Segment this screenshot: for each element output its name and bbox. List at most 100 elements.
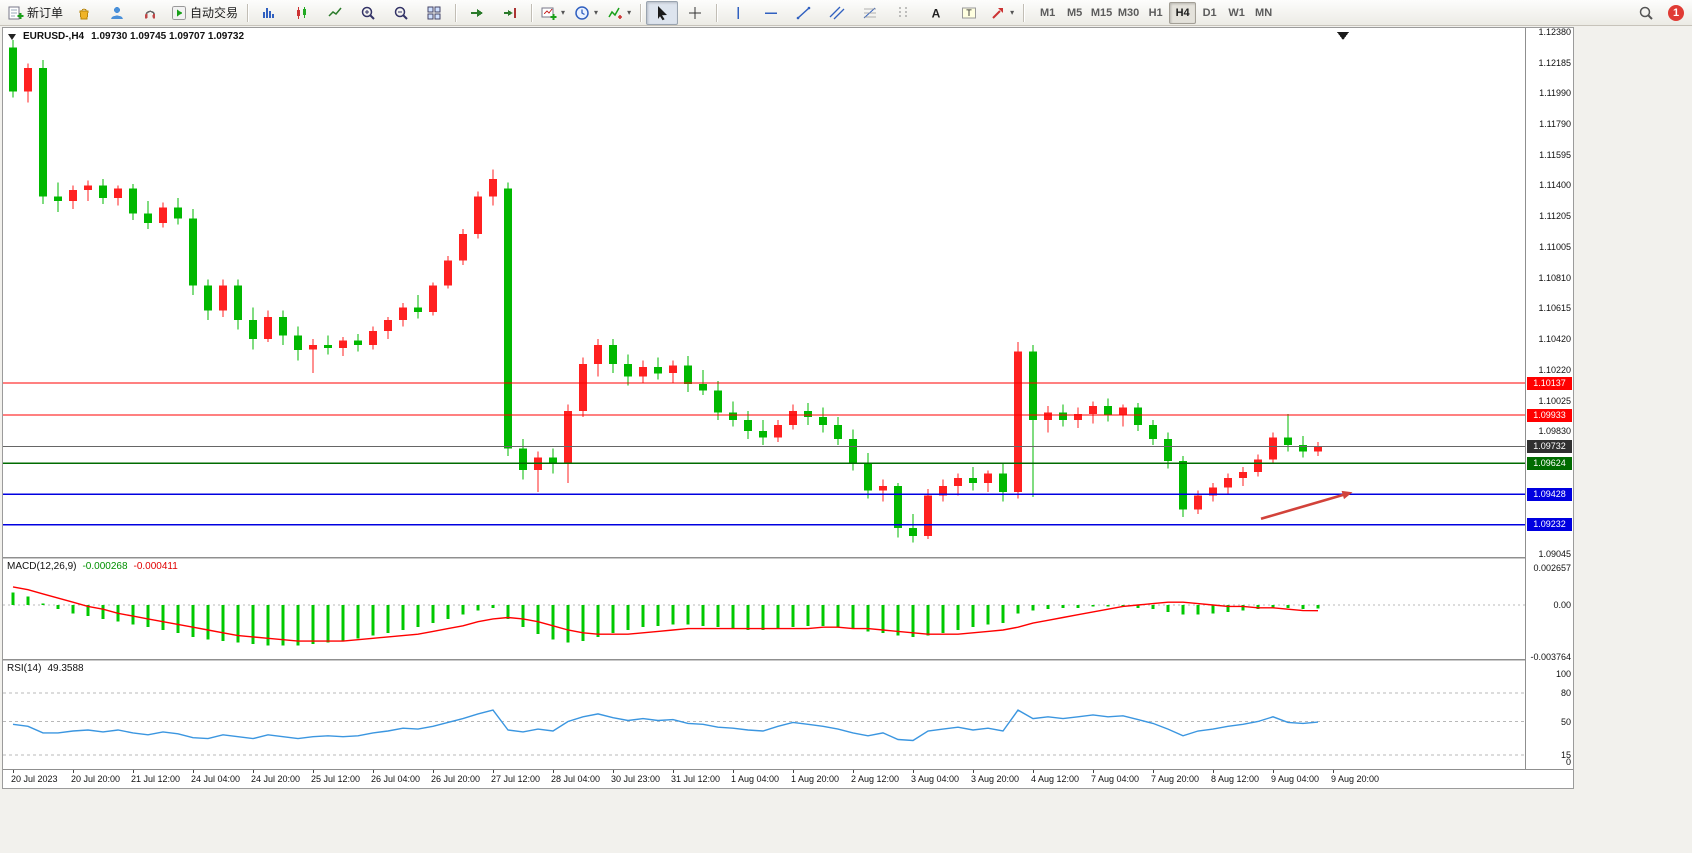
price-chart-area[interactable]: EURUSD-,H4 1.09730 1.09745 1.09707 1.097… [3,28,1525,557]
toolbar-separator [640,3,642,22]
timeframe-h4[interactable]: H4 [1169,1,1197,24]
price-tick: 1.10025 [1538,395,1571,406]
crosshair-button[interactable] [679,1,711,25]
toolbar-right: 1 [1630,1,1688,25]
time-axis[interactable]: 20 Jul 2023 20 Jul 20:00 21 Jul 12:00 24 Ju… [3,769,1573,788]
macd-signal-line [12,586,1319,642]
notification-badge[interactable]: 1 [1668,4,1684,21]
time-tick-mark [373,770,374,773]
time-tick-label: 27 Jul 12:00 [491,774,541,784]
time-tick-mark [1153,770,1154,773]
time-tick-mark [553,770,554,773]
vertical-line-button[interactable] [722,1,754,25]
bar-chart-button[interactable] [253,1,285,25]
line-chart-button[interactable] [319,1,351,25]
text-button[interactable]: A [920,1,952,25]
price-tick: 1.11005 [1539,242,1571,253]
textA-icon: A [932,6,941,20]
timeframe-h1[interactable]: H1 [1148,6,1163,19]
chart-shift-button[interactable] [494,1,526,25]
timeframe-m5[interactable]: M5 [1066,6,1083,19]
chevron-down-icon: ▾ [561,8,566,17]
community-button[interactable] [101,1,133,25]
search-button[interactable] [1630,1,1662,25]
time-tick-mark [1273,770,1274,773]
new-order-button-label: 新订单 [27,6,64,20]
price-line-label: 1.09428 [1527,487,1572,501]
time-tick-label: 25 Jul 12:00 [311,774,361,784]
rsi-panel[interactable]: RSI(14) 49.3588 [3,661,1525,769]
panel-divider[interactable] [3,557,1573,559]
rsi-scale-tick: 0 [1565,757,1571,767]
horizontal-line-button[interactable] [755,1,787,25]
time-tick-mark [673,770,674,773]
community-icon [111,6,124,19]
neworder-icon [8,6,24,19]
trendline-button[interactable] [788,1,820,25]
time-tick-mark [13,770,14,773]
market-icon [79,8,89,19]
tile-windows-button[interactable] [418,1,450,25]
linechart-icon [328,7,342,17]
time-tick-mark [793,770,794,773]
main-chart-svg[interactable] [3,28,1525,557]
trend-arrow-annotation[interactable] [1260,490,1353,521]
rsi-name: RSI(14) [7,663,42,674]
equidistant-channel-button[interactable] [821,1,853,25]
macd-panel[interactable]: MACD(12,26,9) -0.000268 -0.000411 [3,559,1525,659]
period-separators-button[interactable] [887,1,919,25]
crosshair-icon [689,6,702,19]
time-tick-mark [433,770,434,773]
auto-scroll-button[interactable] [461,1,493,25]
arrows-icon [992,7,1004,19]
price-tick: 1.11400 [1539,180,1571,191]
autotrade-icon [172,5,187,20]
macd-name: MACD(12,26,9) [7,561,77,572]
price-line-label: 1.09232 [1527,518,1572,532]
chart-header: EURUSD-,H4 1.09730 1.09745 1.09707 1.097… [8,31,244,42]
new-chart-button[interactable]: ▾ [537,1,569,25]
panel-divider[interactable] [3,659,1573,661]
price-axis[interactable]: 1.12380 1.12185 1.11990 1.11790 1.11595 1.114… [1525,27,1573,769]
price-line-label: 1.10137 [1527,376,1572,390]
rsi-value: 49.3588 [47,663,84,674]
fibonacci-button[interactable] [854,1,886,25]
candlestick-chart-button[interactable] [286,1,318,25]
price-line-label: 1.09732 [1527,440,1572,453]
profiles-button[interactable]: ▾ [570,1,602,25]
arrows-button[interactable]: ▾ [986,1,1018,25]
macd-scale-tick: 0.002657 [1533,563,1571,574]
macd-scale-tick: -0.003764 [1530,652,1571,663]
time-tick-label: 20 Jul 20:00 [71,774,121,784]
new-order-button[interactable]: 新订单 [4,1,67,25]
text-label-button[interactable]: T [953,1,985,25]
zoom-out-button[interactable] [385,1,417,25]
cursor-button[interactable] [646,0,679,25]
svg-text:T: T [966,8,972,18]
indicators-button[interactable]: ▾ [603,1,635,25]
shift-icon [504,7,517,18]
price-line-label: 1.09624 [1527,456,1572,470]
horizontal-lines-layer[interactable] [3,32,1525,526]
time-tick-label: 9 Aug 04:00 [1271,774,1320,784]
time-tick-mark [253,770,254,773]
chart-menu-arrow-icon[interactable] [8,33,16,40]
toolbar: 新订单 自动交易 ▾ ▾ ▾ A T ▾ M1 M5 M15 M30 H1 H4 D1 W1 MN 1 [0,0,1692,26]
rsi-scale-tick: 50 [1560,716,1571,727]
time-tick-mark [193,770,194,773]
zoom-in-button[interactable] [352,1,384,25]
support-button[interactable] [134,1,166,25]
timeframe-m1[interactable]: M1 [1039,6,1056,19]
timeframe-w1[interactable]: W1 [1228,6,1245,19]
auto-trading-button[interactable]: 自动交易 [167,1,242,25]
macd-signal-value: -0.000411 [133,561,178,572]
toolbar-separator [247,3,249,22]
candlestick-chart[interactable] [3,28,1525,562]
market-button[interactable] [68,1,100,25]
timeframe-d1[interactable]: D1 [1202,6,1217,19]
timeframe-m15[interactable]: M15 [1090,6,1113,19]
tline-icon [796,6,811,19]
timeframe-mn[interactable]: MN [1255,6,1273,19]
timeframe-m30[interactable]: M30 [1117,6,1140,19]
time-tick-mark [613,770,614,773]
